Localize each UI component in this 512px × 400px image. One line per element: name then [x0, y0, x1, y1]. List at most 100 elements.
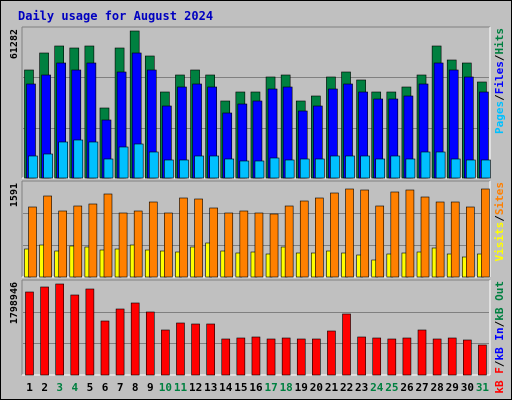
bar-sites [435, 201, 445, 278]
x-tick-label: 14 [219, 381, 233, 394]
bar-kb [432, 338, 442, 376]
bar-kb [312, 338, 321, 376]
x-axis-day-labels: 1 2 3 4 5 6 7 8 9 10 11 12 13 14 15 16 17 18 19 20 21 22 23 24 2… [26, 381, 489, 394]
legend-entry: Hits [493, 28, 506, 55]
bar-pages [254, 160, 265, 179]
x-tick-label: 11 [174, 381, 188, 394]
bar-sites [466, 206, 475, 278]
bar-kb [191, 323, 200, 376]
bar-pages [315, 158, 325, 179]
legend-visits-sites: Visits/Sites [493, 182, 506, 262]
x-tick-label: 2 [41, 381, 48, 394]
panel-visits-sites: 1591 Visits/Sites [9, 180, 506, 278]
bar-pages [209, 155, 219, 179]
x-tick-label: 26 [400, 381, 414, 394]
bar-kb [342, 313, 351, 376]
x-tick-label: 25 [385, 381, 398, 394]
bar-pages [28, 155, 38, 179]
x-tick-label: 8 [132, 381, 139, 394]
bar-pages [58, 141, 68, 179]
legend-entry: kB F [493, 367, 506, 394]
legend-separator: / [493, 320, 506, 327]
bar-sites [148, 201, 158, 278]
legend-entry: Pages [493, 101, 506, 134]
legend-hits-files-pages: Pages/Files/Hits [493, 28, 506, 134]
bar-sites [224, 212, 234, 278]
bar-sites [88, 203, 98, 278]
bar-sites [28, 206, 37, 278]
bar-kb [296, 338, 306, 376]
bar-kb [236, 337, 246, 376]
bar-kb [115, 308, 125, 376]
legend-separator: / [493, 360, 506, 367]
bar-sites [420, 196, 430, 278]
x-tick-label: 15 [234, 381, 247, 394]
bar-sites [284, 205, 294, 278]
x-tick-label: 27 [415, 381, 428, 394]
bar-pages [405, 158, 416, 179]
bar-sites [179, 197, 188, 278]
x-tick-label: 4 [72, 381, 79, 394]
legend-kbytes: kB F/kB In/kB Out [493, 281, 506, 394]
bar-pages [239, 160, 250, 179]
y-max-label: 1798946 [9, 282, 20, 324]
bar-pages [118, 146, 129, 179]
bar-pages [179, 159, 189, 179]
bar-sites [405, 189, 415, 278]
bar-kb [221, 338, 231, 376]
legend-entry: kB Out [493, 281, 506, 321]
chart-title: Daily usage for August 2024 [18, 9, 213, 23]
legend-entry: Sites [493, 182, 506, 215]
bar-kb [387, 338, 397, 376]
x-tick-label: 6 [102, 381, 109, 394]
bar-sites [194, 198, 203, 278]
bar-pages [88, 141, 99, 179]
bar-pages [103, 158, 114, 179]
bar-sites [375, 205, 385, 278]
x-tick-label: 19 [295, 381, 308, 394]
x-tick-label: 31 [476, 381, 490, 394]
x-tick-label: 20 [310, 381, 323, 394]
bar-sites [254, 212, 264, 278]
bar-kb [206, 323, 215, 376]
x-tick-label: 5 [87, 381, 94, 394]
chart-panels: 61282Pages/Files/Hits1591Visits/Sites179… [9, 26, 506, 394]
bar-pages [481, 159, 491, 179]
bar-sites [103, 193, 113, 278]
bar-sites [209, 207, 218, 278]
legend-entry: Files [493, 61, 506, 94]
bar-sites [450, 201, 460, 278]
bar-kb [251, 336, 261, 376]
bar-kb [25, 291, 34, 376]
legend-separator: / [493, 54, 506, 61]
bar-kb [145, 311, 155, 376]
bar-pages [194, 155, 204, 179]
legend-entry: kB In [493, 327, 506, 360]
x-tick-label: 24 [370, 381, 384, 394]
bar-pages [466, 159, 476, 179]
bar-sites [360, 189, 369, 278]
bar-pages [450, 158, 461, 179]
bar-sites [73, 205, 83, 278]
bar-sites [330, 192, 339, 278]
x-tick-label: 18 [280, 381, 293, 394]
bar-kb [327, 330, 336, 376]
bar-sites [58, 210, 67, 278]
bar-pages [420, 151, 431, 179]
x-tick-label: 22 [340, 381, 353, 394]
bar-sites [345, 188, 354, 278]
bar-kb [85, 288, 95, 376]
bar-sites [43, 195, 52, 278]
y-max-label: 61282 [9, 29, 20, 59]
x-tick-label: 17 [264, 381, 277, 394]
bar-kb [176, 322, 185, 376]
bar-sites [269, 213, 279, 278]
bar-sites [118, 212, 128, 278]
x-tick-label: 29 [446, 381, 459, 394]
x-tick-label: 7 [117, 381, 124, 394]
bar-kb [130, 302, 140, 376]
legend-separator: / [493, 215, 506, 222]
bar-pages [148, 151, 159, 179]
bar-pages [390, 155, 401, 179]
